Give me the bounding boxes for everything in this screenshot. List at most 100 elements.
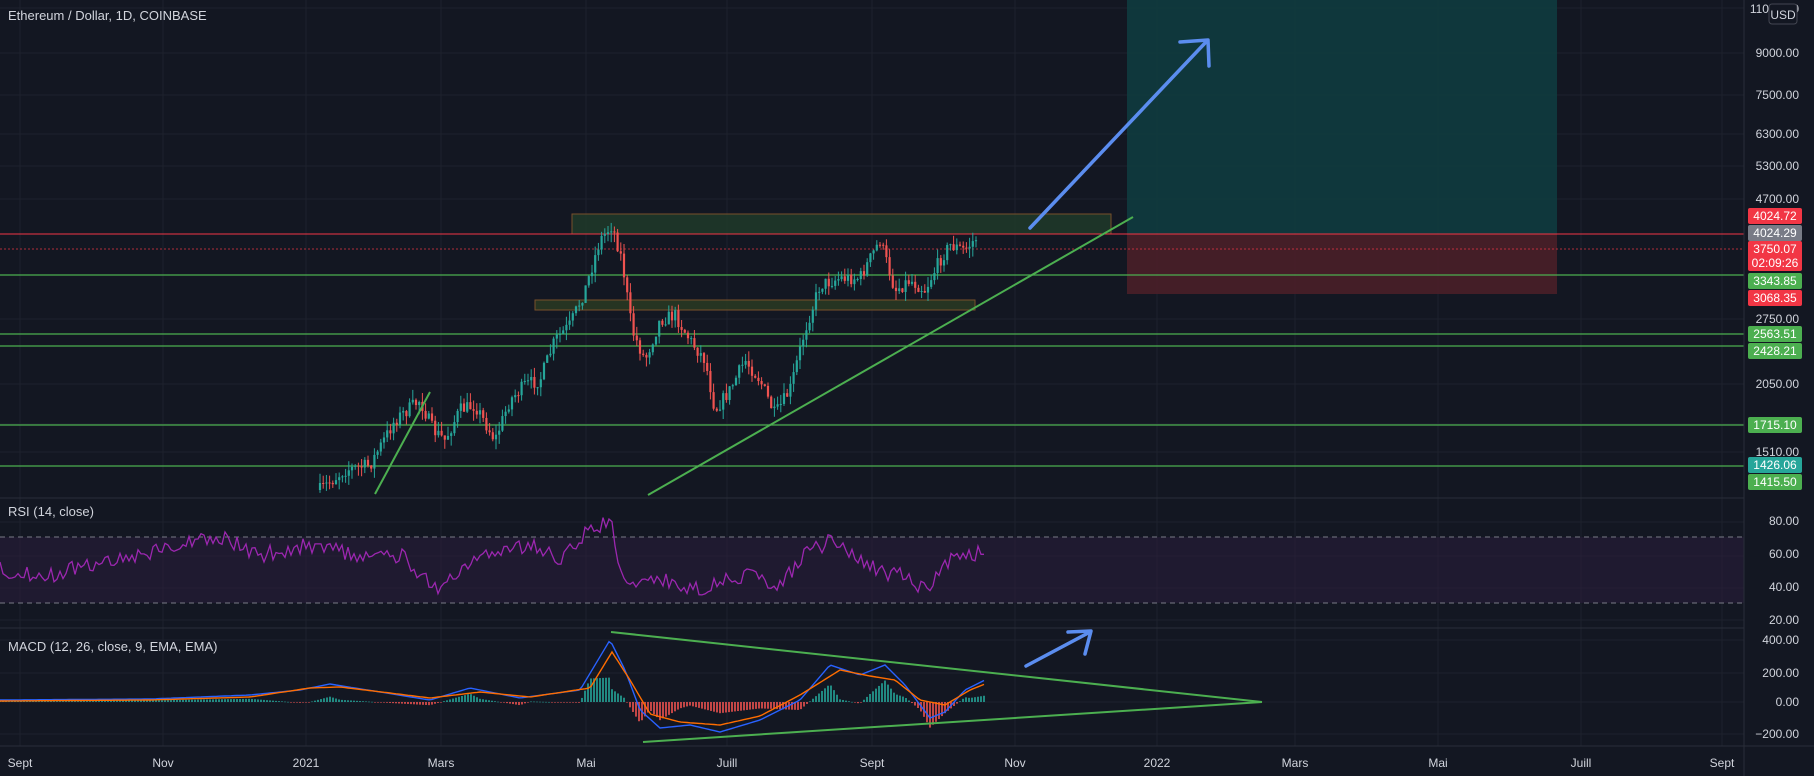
candle-body [606,232,610,234]
candle-body [856,278,859,280]
macd-arrow-icon[interactable] [1024,629,1093,668]
macd-histogram-bar [962,698,964,702]
price-label-badge: 3068.35 [1748,290,1802,306]
candle-body [424,410,427,419]
ascending-trendline[interactable] [647,216,1134,496]
macd-histogram-bar [533,701,535,703]
macd-histogram-bar [377,702,379,703]
candle-body [574,306,578,314]
macd-histogram-bar [980,696,982,702]
macd-histogram-bar [446,700,448,702]
support-zone-box[interactable] [534,299,976,311]
candle-body [754,375,757,378]
candle-body [677,310,680,328]
rsi-line [0,517,984,596]
candle-body [402,411,405,413]
target-profit-zone[interactable] [1127,0,1557,234]
macd-histogram-bar [290,702,292,703]
price-label-value: 1715.10 [1753,418,1797,432]
candle-body [722,393,725,410]
early-trendline[interactable] [374,391,431,495]
macd-histogram-bar [611,689,613,702]
macd-histogram-bar [224,699,226,702]
candle-body [325,482,328,484]
macd-histogram-bar [365,701,367,703]
macd-histogram-bar [203,699,205,702]
candle-body [610,231,613,233]
macd-histogram-bar [566,702,568,703]
candle-body [363,459,366,468]
macd-histogram-bar [98,700,100,702]
candle-body [382,437,386,443]
macd-histogram-bar [944,702,946,714]
price-axis[interactable] [1744,0,1814,776]
candle-body [824,278,827,289]
macd-histogram-bar [257,699,259,702]
resistance-zone-box[interactable] [571,213,1112,235]
macd-upper-wedge-line[interactable] [610,631,1263,703]
chart-title: Ethereum / Dollar, 1D, COINBASE [8,8,207,23]
candle-body [629,292,632,314]
time-axis-label: Mai [576,756,595,770]
macd-histogram-bar [971,697,973,702]
macd-histogram-bar [449,699,451,702]
macd-histogram-bar [155,700,157,702]
macd-histogram-bar [395,702,397,704]
candle-body [645,354,648,358]
macd-histogram-bar [458,696,460,702]
rsi-tick-label: 60.00 [1769,547,1799,561]
candle-body [706,362,709,372]
macd-histogram-bar [176,699,178,702]
currency-button[interactable]: USD [1768,3,1798,25]
macd-histogram-bar [578,702,580,703]
macd-histogram-bar [563,702,565,703]
candle-body [539,379,542,388]
macd-histogram-bar [677,702,679,710]
macd-histogram-bar [632,702,634,712]
macd-histogram-bar [866,696,868,702]
candle-body [475,410,478,415]
macd-histogram-bar [236,699,238,702]
candle-body [888,257,891,276]
time-axis[interactable]: Sept Nov 2021 Mars Mai Juill Sept Nov 2022 Mars Ma… [8,756,1735,770]
price-label-badge: 2428.21 [1748,343,1802,359]
bullish-arrow-icon[interactable] [1028,38,1211,230]
macd-histogram-bar [455,697,457,702]
macd-histogram-bar [839,699,841,702]
macd-histogram-bar [884,680,886,702]
candle-body [546,355,549,363]
candle-body [373,454,376,469]
stop-loss-zone[interactable] [1127,234,1557,294]
macd-histogram-bar [326,697,328,702]
macd-histogram-bar [836,694,838,702]
macd-histogram-bar [926,702,928,723]
macd-lower-wedge-line[interactable] [642,701,1263,743]
macd-histogram-bar [374,702,376,703]
macd-histogram-bar [119,700,121,702]
candle-body [405,411,408,417]
candle-body [930,280,933,287]
macd-histogram-bar [242,698,244,702]
price-label-value: 1415.50 [1753,475,1797,489]
candle-body [488,430,491,433]
macd-histogram-bar [95,700,97,702]
macd-histogram-bar [965,697,967,702]
macd-histogram-bar [179,699,181,702]
price-label-value: 4024.29 [1753,226,1797,240]
price-label-badge: 1415.50 [1748,474,1802,490]
price-label-value: 4024.72 [1753,209,1797,223]
macd-histogram-bar [791,702,793,710]
macd-histogram-bar [683,702,685,708]
candle-body [680,327,683,330]
macd-histogram-bar [113,700,115,702]
macd-histogram-bar [815,696,817,702]
rsi-tick-label: 40.00 [1769,580,1799,594]
macd-histogram-bar [680,702,682,709]
macd-histogram-bar [515,702,517,705]
candle-body [795,360,798,373]
macd-histogram-bar [662,702,664,719]
candle-body [482,410,485,418]
macd-histogram-bar [983,695,985,702]
macd-histogram-bar [170,700,172,702]
